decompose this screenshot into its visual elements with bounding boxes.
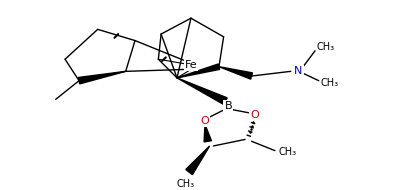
Text: O: O [200,116,209,126]
Polygon shape [177,78,227,104]
Polygon shape [204,124,211,142]
Text: CH₃: CH₃ [321,78,339,88]
Text: Fe: Fe [184,60,197,70]
Text: CH₃: CH₃ [279,147,297,158]
Text: N: N [294,66,302,76]
Text: CH₃: CH₃ [317,42,335,52]
Polygon shape [219,67,252,79]
Polygon shape [79,71,126,84]
Text: O: O [250,110,259,120]
Text: B: B [225,101,232,111]
Polygon shape [177,64,220,78]
Text: CH₃: CH₃ [176,179,194,189]
Polygon shape [186,146,210,175]
